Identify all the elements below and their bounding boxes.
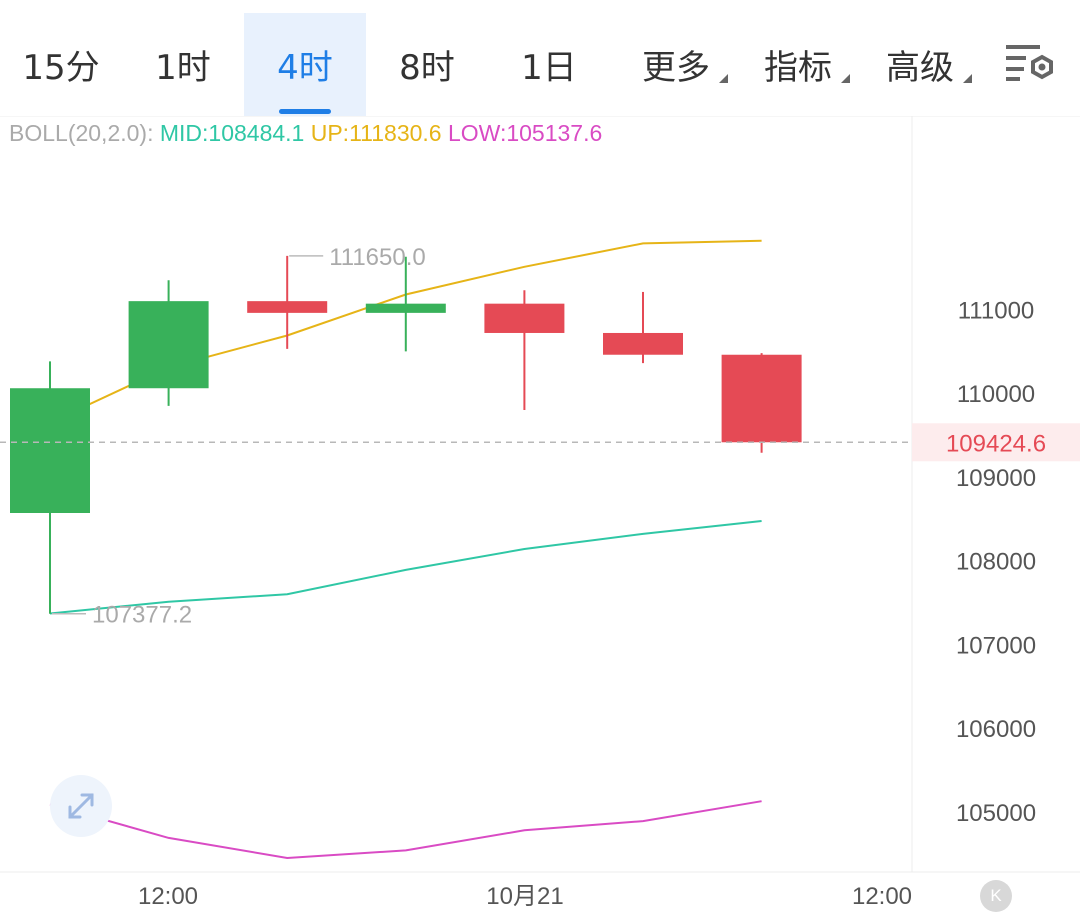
candle-body — [128, 301, 209, 389]
y-tick-label: 110000 — [957, 381, 1035, 408]
tab-label: 1日 — [521, 48, 577, 88]
tab-advanced[interactable]: 高级 — [866, 13, 974, 116]
dropdown-triangle-icon — [841, 74, 850, 83]
boll-legend-label: BOLL(20,2.0): — [9, 120, 154, 146]
tab-indicators[interactable]: 指标 — [744, 13, 852, 116]
tab-8h[interactable]: 8时 — [366, 13, 488, 116]
dropdown-triangle-icon — [719, 74, 728, 83]
candle-body — [603, 332, 683, 355]
current-price-tag — [912, 423, 1080, 462]
candle-body — [247, 301, 328, 313]
tab-label: 4时 — [277, 48, 333, 88]
active-tab-indicator — [279, 109, 331, 114]
chart-labels: 105000 106000 107000 108000 109000 110000 1110… — [0, 244, 1080, 910]
y-tick-label: 106000 — [956, 716, 1036, 743]
boll-legend-low: LOW:105137.6 — [447, 120, 603, 146]
expand-icon — [68, 793, 94, 819]
tab-label: 8时 — [399, 48, 455, 88]
candle-body — [365, 303, 446, 313]
boll-legend-up: UP:111830.6 — [310, 120, 442, 146]
tab-label: 1时 — [155, 48, 211, 88]
boll-mid-line — [49, 520, 762, 615]
tab-4h[interactable]: 4时 — [244, 13, 366, 116]
boll-legend-mid: MID:108484.1 — [159, 120, 305, 146]
x-tick-label: 10月21 — [486, 883, 563, 910]
tab-label: 高级 — [886, 48, 954, 88]
candles — [10, 255, 802, 614]
tab-1h[interactable]: 1时 — [122, 13, 244, 116]
candle-body — [721, 354, 802, 443]
tab-label: 指标 — [764, 48, 832, 88]
chart-settings-icon[interactable] — [1004, 43, 1056, 83]
expand-button[interactable] — [50, 775, 112, 837]
y-tick-label: 111000 — [958, 297, 1035, 324]
x-tick-label: 12:00 — [138, 883, 198, 910]
k-button[interactable]: K — [980, 880, 1012, 912]
tab-1d[interactable]: 1日 — [488, 13, 610, 116]
candle-body — [484, 303, 565, 333]
x-tick-label: 12:00 — [852, 883, 912, 910]
y-tick-label: 107000 — [956, 632, 1036, 659]
chart-grid — [0, 116, 1080, 873]
max-price-label: 111650.0 — [329, 244, 426, 271]
tab-15m[interactable]: 15分 — [0, 13, 122, 116]
tab-label: 更多 — [642, 48, 710, 88]
tab-more[interactable]: 更多 — [622, 13, 730, 116]
boll-low-line — [49, 800, 762, 860]
candle-body — [10, 388, 90, 513]
y-tick-label: 105000 — [956, 800, 1036, 827]
dropdown-triangle-icon — [963, 74, 972, 83]
min-price-label: 107377.2 — [92, 602, 192, 629]
y-tick-label: 109000 — [956, 465, 1036, 492]
y-tick-label: 108000 — [956, 549, 1036, 576]
current-price-label: 109424.6 — [946, 430, 1046, 457]
tab-label: 15分 — [22, 48, 100, 88]
boll-legend: BOLL(20,2.0): MID:108484.1 UP:111830.6 L… — [9, 120, 602, 147]
candlestick-chart[interactable]: 105000 106000 107000 108000 109000 110000 1110… — [0, 116, 1080, 915]
timeframe-tabs: 15分 1时 4时 8时 1日 更多 指标 高级 — [0, 0, 1080, 116]
